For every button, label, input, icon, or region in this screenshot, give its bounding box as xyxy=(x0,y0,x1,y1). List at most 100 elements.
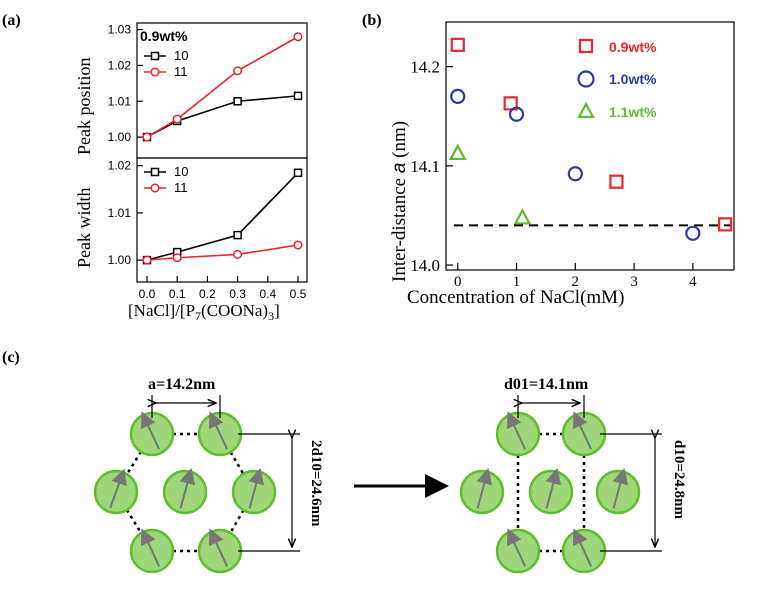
dipole-arrow xyxy=(140,411,161,450)
data-point-triangle xyxy=(513,208,532,225)
data-point-11 xyxy=(233,66,243,76)
dipole-arrow xyxy=(572,411,593,450)
series-line-11 xyxy=(146,244,299,261)
legend-marker-10 xyxy=(150,167,160,177)
data-point-10 xyxy=(293,91,303,101)
a-top-legend-10: 10 xyxy=(174,48,188,63)
ytick-label: 1.01 xyxy=(108,94,132,108)
legend-marker-circle xyxy=(577,70,595,88)
ytick-label: 1.00 xyxy=(108,130,132,144)
xtick-label: 0.3 xyxy=(229,287,246,301)
data-point-square xyxy=(718,217,733,232)
b-legend-1.1wt: 1.1wt% xyxy=(609,104,657,120)
legend-marker-10 xyxy=(150,51,160,61)
dipole-arrow xyxy=(506,528,527,567)
series-line-10 xyxy=(146,95,299,138)
dipole-arrow xyxy=(248,467,265,509)
data-point-11 xyxy=(172,114,182,124)
xtick-label: 0.0 xyxy=(139,287,156,301)
legend-marker-triangle xyxy=(577,101,595,119)
xtick-label: 4 xyxy=(689,274,697,290)
series-line-11 xyxy=(146,36,299,138)
legend-marker-11 xyxy=(150,67,160,77)
data-point-circle xyxy=(450,88,466,105)
dipole-arrow xyxy=(140,528,161,567)
ytick-label: 1.02 xyxy=(108,159,132,173)
xtick-label: 2 xyxy=(572,274,580,290)
ytick-label: 1.02 xyxy=(108,58,132,72)
data-point-circle xyxy=(508,106,525,122)
right-d01-label: d01=14.1nm xyxy=(504,376,589,393)
legend-marker-square xyxy=(578,38,594,54)
data-point-square xyxy=(503,96,518,111)
a-bottom-legend-11: 11 xyxy=(174,180,188,195)
b-ylabel: Inter-distance a (nm) xyxy=(389,121,410,282)
a-bottom-ylabel: Peak width xyxy=(74,188,94,269)
dipole-arrow xyxy=(612,467,629,509)
data-point-10 xyxy=(293,168,303,178)
a-top-ylabel: Peak position xyxy=(74,58,94,156)
dipole-arrow xyxy=(109,468,127,509)
data-point-circle xyxy=(567,166,583,182)
panel-label-c: (c) xyxy=(2,349,20,366)
a-bottom-legend: 10 11 xyxy=(144,164,188,195)
b-xlabel: Concentration of NaCl(mM) xyxy=(407,287,624,308)
xtick-label: 0.5 xyxy=(290,287,307,301)
panel-label-b: (b) xyxy=(362,12,382,29)
a-top-legend-11: 11 xyxy=(174,64,188,79)
ytick-label: 1.00 xyxy=(108,253,132,267)
dipole-arrow xyxy=(208,528,229,567)
ytick-label: 1.01 xyxy=(108,206,132,220)
xtick-label: 0.4 xyxy=(259,287,276,301)
left-a-label: a=14.2nm xyxy=(148,376,216,393)
dipole-arrow xyxy=(179,467,196,509)
xtick-label: 1 xyxy=(513,274,521,290)
ytick-label: 14.1 xyxy=(410,157,440,176)
series-line-10 xyxy=(146,172,299,261)
panel-label-a: (a) xyxy=(2,12,21,29)
dipole-arrow xyxy=(476,467,493,509)
ytick-label: 14.0 xyxy=(410,256,440,275)
a-top-legend-title: 0.9wt% xyxy=(140,28,188,44)
data-point-square xyxy=(609,174,624,189)
lattice-diagram: a=14.2nm 2d10=24.6nm d01=14.1nm d10=24.8… xyxy=(93,376,687,574)
xtick-label: 0.1 xyxy=(169,287,186,301)
ytick-label: 14.2 xyxy=(410,58,440,77)
left-height-label: 2d10=24.6nm xyxy=(308,440,324,527)
b-legend-0.9wt: 0.9wt% xyxy=(609,39,657,55)
plot-frame xyxy=(445,21,735,271)
data-point-11 xyxy=(293,32,303,42)
a-bottom-xlabel: [NaCl]/[P7(COONa)3] xyxy=(128,301,280,323)
data-point-11 xyxy=(142,255,152,265)
dipole-arrow xyxy=(545,467,562,509)
dipole-arrow xyxy=(208,411,229,450)
xtick-label: 0.2 xyxy=(199,287,216,301)
xtick-label: 3 xyxy=(630,274,638,290)
chart-b: Inter-distance a (nm) Concentration of N… xyxy=(389,21,735,308)
xtick-label: 0 xyxy=(454,274,462,290)
data-point-circle xyxy=(685,225,701,241)
ytick-label: 1.03 xyxy=(108,23,132,37)
dipole-arrow xyxy=(506,411,527,450)
data-point-11 xyxy=(172,253,182,263)
data-point-11 xyxy=(142,132,152,142)
data-point-square xyxy=(450,37,465,52)
rect-lattice-right: d01=14.1nm d10=24.8nm xyxy=(459,376,687,574)
data-point-10 xyxy=(233,230,242,240)
a-bottom-legend-10: 10 xyxy=(174,164,188,179)
b-legend-1.0wt: 1.0wt% xyxy=(609,71,657,87)
right-height-label: d10=24.8nm xyxy=(671,440,687,519)
chart-a-top: Peak position 0.9wt% 10 11 1.00 1.01 1.02 1… xyxy=(74,22,308,159)
b-legend: 0.9wt% 1.0wt% 1.1wt% xyxy=(577,38,657,120)
data-point-11 xyxy=(293,240,303,250)
plot-frame xyxy=(136,157,308,283)
data-point-10 xyxy=(233,97,242,106)
data-point-triangle xyxy=(448,143,467,161)
a-top-legend: 10 11 xyxy=(144,48,188,79)
data-point-11 xyxy=(233,249,243,260)
hex-lattice-left: a=14.2nm 2d10=24.6nm xyxy=(93,376,324,574)
chart-a-bottom: Peak width 10 11 1.00 1.01 1.02 0.0 0.1 0.2 0… xyxy=(74,157,308,323)
dipole-arrow xyxy=(572,528,593,567)
legend-marker-11 xyxy=(150,183,160,193)
